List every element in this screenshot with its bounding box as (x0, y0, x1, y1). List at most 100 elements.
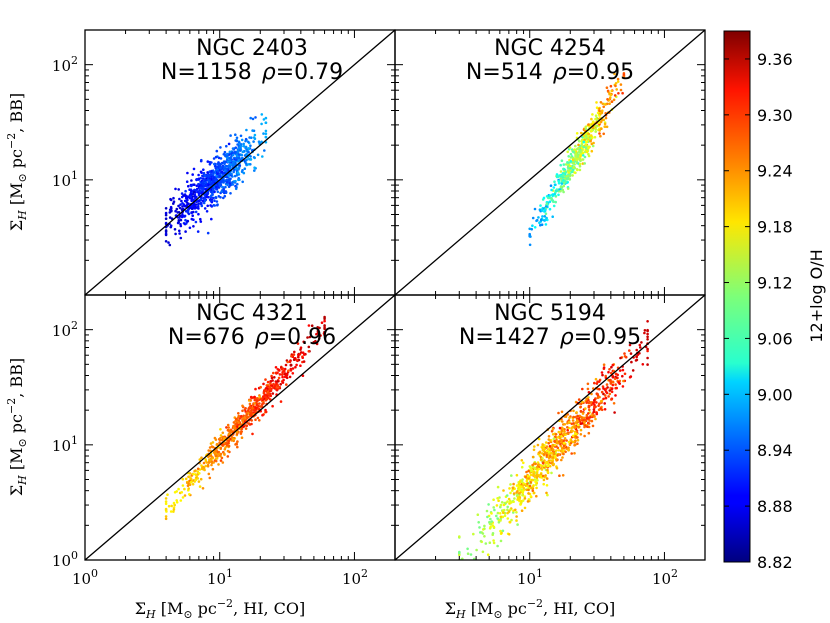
data-point (610, 365, 613, 369)
data-point (547, 459, 551, 462)
data-point (520, 509, 524, 512)
data-point (247, 140, 250, 144)
data-point (250, 136, 253, 139)
data-point (635, 348, 638, 352)
data-point (586, 382, 590, 386)
data-point (224, 185, 227, 189)
data-point (253, 137, 257, 140)
data-point (629, 352, 633, 355)
data-point (239, 134, 243, 138)
data-point (499, 505, 502, 509)
data-point (638, 343, 642, 347)
data-point (210, 463, 213, 467)
data-point (553, 444, 557, 447)
data-point (193, 193, 197, 197)
data-point (200, 456, 203, 460)
data-point (613, 411, 616, 414)
data-point (299, 364, 302, 368)
data-point (584, 127, 588, 131)
data-point (604, 374, 607, 378)
data-point (197, 199, 201, 203)
data-point (275, 372, 278, 375)
data-point (472, 532, 475, 536)
data-point (191, 214, 194, 217)
data-point (234, 417, 238, 421)
data-point (590, 117, 593, 121)
data-point (254, 406, 257, 410)
data-point (291, 372, 295, 375)
data-point (226, 429, 230, 432)
data-point (515, 515, 518, 518)
data-point (168, 243, 172, 247)
data-point (559, 163, 562, 167)
data-point (487, 503, 490, 506)
data-point (583, 420, 586, 424)
data-point (570, 170, 574, 174)
data-point (571, 158, 575, 162)
data-point (569, 166, 572, 170)
data-point (599, 134, 602, 138)
y-axis-label-bottom: ΣH [M⊙ pc−2, BB] (5, 358, 29, 496)
data-point (613, 377, 617, 381)
data-point (204, 188, 208, 191)
data-point (485, 509, 489, 513)
data-point (535, 486, 538, 490)
data-point (515, 484, 519, 487)
data-point (501, 529, 505, 533)
data-point (595, 124, 599, 128)
data-point (209, 190, 213, 194)
data-point (229, 192, 232, 195)
data-point (590, 403, 593, 407)
data-point (623, 352, 626, 355)
data-point (219, 428, 222, 431)
axes-frames (84, 29, 706, 561)
data-point (274, 380, 278, 383)
data-point (225, 426, 228, 429)
data-point (566, 161, 569, 164)
data-point (579, 405, 582, 409)
data-point (210, 205, 214, 208)
data-point (605, 391, 609, 395)
data-point (559, 170, 563, 173)
data-point (646, 320, 649, 323)
data-point (562, 184, 566, 188)
data-point (323, 319, 326, 323)
data-point (262, 382, 265, 386)
data-point (164, 232, 168, 236)
data-point (611, 363, 615, 367)
data-point (222, 153, 226, 156)
data-point (608, 392, 612, 396)
panel-stats: N=514 ρ=0.95 (466, 60, 634, 85)
data-point (499, 519, 502, 522)
data-point (618, 369, 622, 372)
data-point (164, 507, 168, 511)
data-point (271, 404, 274, 408)
data-point (615, 88, 618, 91)
data-point (218, 438, 222, 442)
data-point (213, 190, 216, 194)
data-point (543, 208, 547, 211)
data-point (184, 194, 188, 198)
data-point (594, 114, 598, 117)
data-point (229, 163, 233, 166)
data-point (579, 428, 583, 432)
data-point (170, 504, 173, 508)
data-point (222, 196, 225, 200)
data-point (564, 163, 568, 166)
data-point (458, 581, 461, 584)
y-axis-label-top: ΣH [M⊙ pc−2, BB] (5, 93, 29, 231)
data-point (497, 521, 501, 524)
data-point (610, 398, 613, 401)
data-point (240, 153, 244, 157)
data-point (179, 236, 183, 240)
data-point (185, 222, 188, 225)
data-point (235, 442, 238, 446)
data-point (278, 369, 281, 372)
data-point (640, 341, 643, 344)
data-point (264, 129, 268, 133)
data-point (194, 220, 198, 224)
data-point (180, 491, 184, 494)
data-point (203, 468, 206, 472)
data-point (249, 116, 252, 120)
data-point (223, 448, 227, 451)
